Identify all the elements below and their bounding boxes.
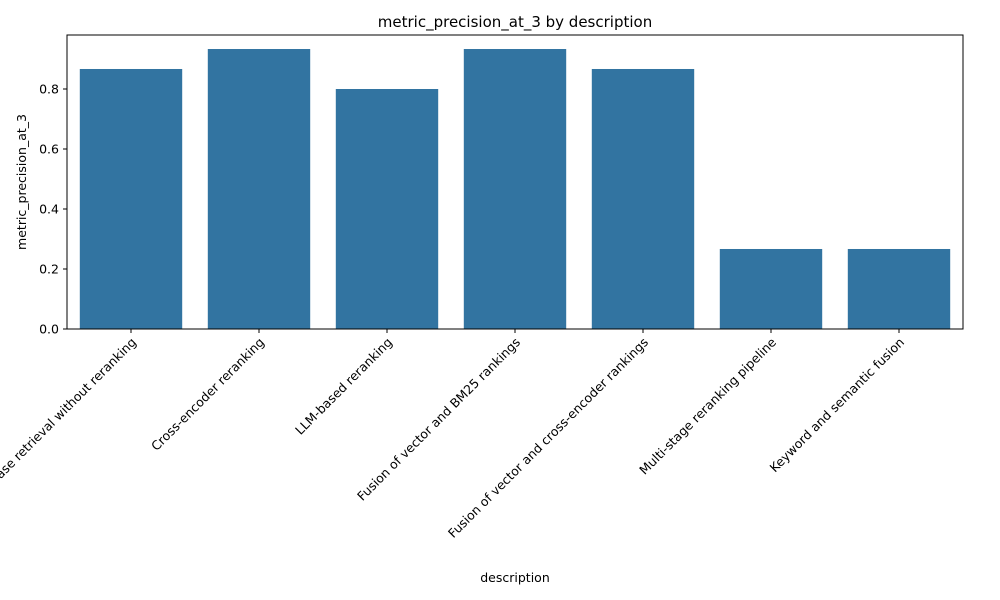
y-axis-title: metric_precision_at_3 (14, 114, 29, 250)
bar-6 (847, 248, 951, 329)
bar-0 (79, 68, 183, 330)
y-tick-label: 0.2 (39, 262, 59, 277)
chart-title: metric_precision_at_3 by description (378, 13, 652, 32)
y-tick-label: 0.8 (39, 82, 59, 97)
bar-5 (719, 248, 823, 329)
bar-4 (591, 68, 695, 330)
x-axis-title: description (480, 570, 550, 585)
y-tick-label: 0.4 (39, 202, 59, 217)
plot-frame (66, 34, 964, 330)
y-axis-ticks: 0.0 0.2 0.4 0.6 0.8 (39, 82, 67, 337)
y-tick-label: 0.6 (39, 142, 59, 157)
bar-3 (463, 49, 567, 329)
bar-2 (335, 89, 439, 329)
y-tick-label: 0.0 (39, 322, 59, 337)
bars (79, 49, 951, 330)
bar-1 (207, 49, 311, 329)
